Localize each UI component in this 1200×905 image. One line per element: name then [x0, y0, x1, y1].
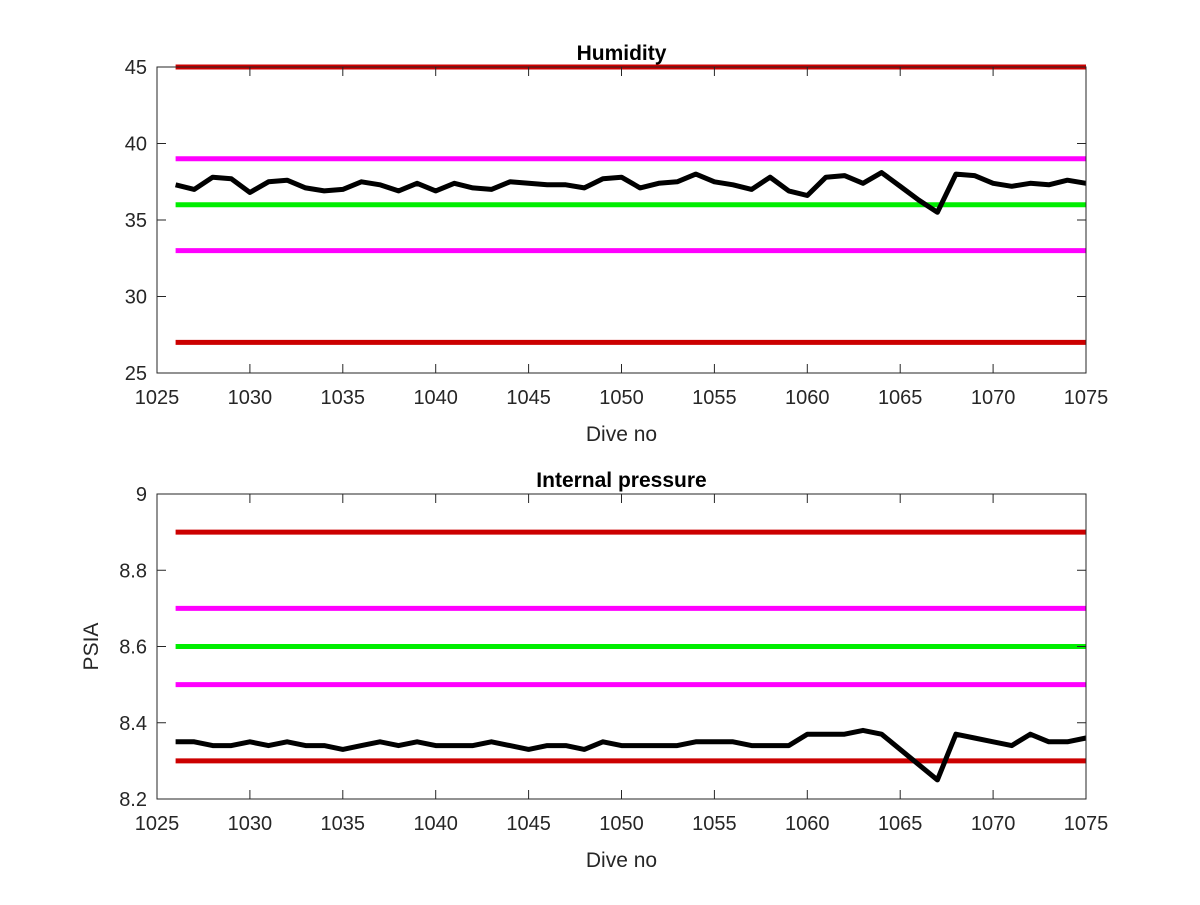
internal-pressure-y-tick-label: 8.8: [119, 560, 147, 582]
internal-pressure-x-tick-label: 1075: [1064, 813, 1109, 835]
humidity-title: Humidity: [577, 42, 667, 65]
humidity-x-tick-label: 1045: [506, 387, 551, 409]
internal-pressure-x-tick-label: 1035: [321, 813, 366, 835]
internal-pressure-measured-line: [175, 727, 1087, 783]
internal-pressure-x-tick-label: 1070: [971, 813, 1016, 835]
humidity-measured-line: [174, 170, 1087, 215]
humidity-x-tick-label: 1040: [413, 387, 458, 409]
humidity-x-tick-label: 1030: [228, 387, 273, 409]
internal-pressure-x-tick-label: 1045: [506, 813, 551, 835]
humidity-x-tick-label: 1025: [135, 387, 180, 409]
humidity-x-tick-label: 1050: [599, 387, 644, 409]
internal-pressure-x-tick-label: 1050: [599, 813, 644, 835]
humidity-x-tick-label: 1070: [971, 387, 1016, 409]
internal-pressure-x-tick-label: 1025: [135, 813, 180, 835]
humidity-x-tick-label: 1055: [692, 387, 737, 409]
humidity-axes-box: [156, 66, 1087, 374]
internal-pressure-x-tick-label: 1060: [785, 813, 830, 835]
humidity-x-tick-label: 1075: [1064, 387, 1109, 409]
humidity-x-tick-label: 1065: [878, 387, 923, 409]
internal-pressure-y-tick-label: 8.4: [119, 713, 147, 735]
internal-pressure-axes: 1025 1030 1035 1040 1045 1050 1055 1060 1065 1070…: [80, 469, 1108, 872]
internal-pressure-y-tick-label: 8.2: [119, 789, 147, 811]
humidity-series-group: [174, 64, 1087, 345]
internal-pressure-series-group: [175, 529, 1087, 783]
humidity-x-tick-label: 1035: [321, 387, 366, 409]
internal-pressure-x-tick-label: 1030: [228, 813, 273, 835]
internal-pressure-title: Internal pressure: [536, 469, 706, 492]
humidity-x-axis-label: Dive no: [586, 423, 657, 446]
internal-pressure-x-tick-label: 1065: [878, 813, 923, 835]
internal-pressure-x-tick-label: 1055: [692, 813, 737, 835]
internal-pressure-y-axis-label: PSIA: [80, 623, 103, 671]
internal-pressure-y-tick-label: 8.6: [119, 637, 147, 659]
humidity-y-tick-label: 45: [125, 57, 147, 79]
humidity-y-tick-label: 40: [125, 134, 147, 156]
humidity-y-tick-label: 30: [125, 287, 147, 309]
humidity-y-tick-label: 35: [125, 210, 147, 232]
humidity-axes: 1025 1030 1035 1040 1045 1050 1055 1060 1065 1070…: [125, 42, 1109, 446]
humidity-y-tick-label: 25: [125, 363, 147, 385]
humidity-x-tick-label: 1060: [785, 387, 830, 409]
internal-pressure-y-tick-label: 9: [136, 484, 147, 506]
internal-pressure-x-axis-label: Dive no: [586, 849, 657, 872]
internal-pressure-x-tick-label: 1040: [413, 813, 458, 835]
